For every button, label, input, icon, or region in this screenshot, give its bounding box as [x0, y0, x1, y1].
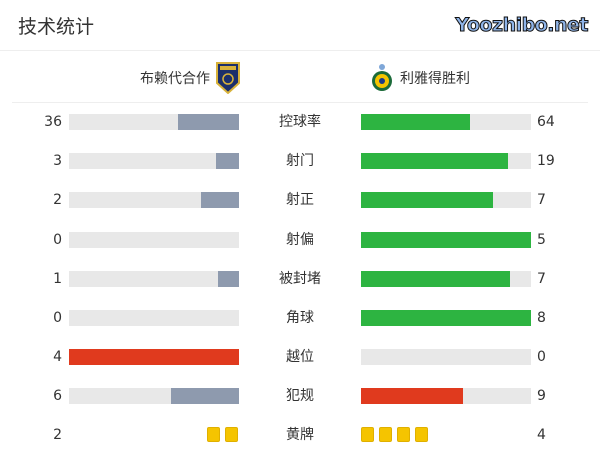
home-value: 2: [53, 192, 62, 209]
stat-label: 黄牌: [286, 427, 314, 443]
home-bar-fill: [201, 192, 239, 209]
home-value: 1: [53, 270, 62, 287]
home-bar-fill: [217, 270, 239, 287]
away-bar: [361, 388, 531, 405]
stat-row: 4 越位 0: [0, 347, 600, 367]
away-bar: [361, 231, 531, 248]
home-team: 布赖代合作: [140, 62, 240, 94]
away-bar: [361, 114, 531, 130]
stat-row: 0 射偏 5: [0, 230, 600, 250]
home-team-logo-icon: [216, 62, 240, 94]
stat-label: 控球率: [279, 114, 321, 130]
stat-label: 射门: [286, 153, 314, 170]
home-bar: [69, 192, 239, 209]
stat-label: 射偏: [286, 231, 314, 248]
yellow-card-icon: [207, 427, 220, 442]
home-bar: [69, 270, 239, 287]
yellow-card-icon: [225, 427, 238, 442]
away-value: 7: [537, 192, 546, 209]
divider: [0, 50, 600, 51]
home-bar: [69, 310, 239, 326]
away-bar: [361, 270, 531, 287]
away-bar-fill: [361, 310, 531, 326]
home-value: 3: [53, 153, 62, 170]
home-bar: [69, 388, 239, 405]
stat-row-yellow-cards: 2 黄牌 4: [0, 425, 600, 445]
home-bar: [69, 349, 239, 366]
stat-label: 犯规: [286, 388, 314, 405]
away-value: 0: [537, 349, 546, 366]
home-bar: [69, 114, 239, 130]
yellow-card-icon: [397, 427, 410, 442]
stat-label: 射正: [286, 192, 314, 209]
home-bar-fill: [69, 349, 239, 366]
home-bar-fill: [215, 153, 239, 170]
away-team: 利雅得胜利: [370, 62, 470, 94]
yellow-card-icon: [415, 427, 428, 442]
home-bar-fill: [171, 388, 239, 405]
home-yellow-cards: [207, 427, 238, 442]
yellow-card-icon: [361, 427, 374, 442]
away-yellow-cards: [361, 427, 428, 442]
home-bar: [69, 153, 239, 170]
away-bar: [361, 349, 531, 366]
away-value: 4: [537, 427, 546, 443]
stat-row: 2 射正 7: [0, 190, 600, 210]
stat-row: 3 射门 19: [0, 151, 600, 171]
away-bar-fill: [361, 192, 494, 209]
away-bar-fill: [361, 270, 510, 287]
stat-row: 1 被封堵 7: [0, 269, 600, 289]
away-value: 9: [537, 388, 546, 405]
page-title: 技术统计: [18, 16, 95, 38]
yellow-card-icon: [379, 427, 392, 442]
away-team-logo-icon: [372, 64, 392, 91]
home-team-name: 布赖代合作: [140, 71, 210, 87]
away-bar-fill: [361, 388, 463, 405]
away-bar-fill: [361, 153, 508, 170]
away-team-name: 利雅得胜利: [400, 71, 470, 87]
stat-row: 0 角球 8: [0, 308, 600, 328]
home-value: 0: [53, 231, 62, 248]
home-bar: [69, 231, 239, 248]
home-value: 36: [44, 114, 62, 130]
stat-row: 6 犯规 9: [0, 386, 600, 406]
home-value: 0: [53, 310, 62, 326]
stat-label: 越位: [286, 349, 314, 366]
home-value: 4: [53, 349, 62, 366]
watermark: Yoozhibo.net: [455, 14, 589, 37]
home-bar-fill: [177, 114, 239, 130]
away-bar: [361, 153, 531, 170]
stat-label: 角球: [286, 310, 314, 326]
away-value: 5: [537, 231, 546, 248]
away-bar: [361, 310, 531, 326]
stat-row: 36 控球率 64: [0, 112, 600, 132]
away-value: 64: [537, 114, 555, 130]
home-value: 6: [53, 388, 62, 405]
away-value: 19: [537, 153, 555, 170]
home-value: 2: [53, 427, 62, 443]
divider: [12, 102, 588, 103]
stat-label: 被封堵: [279, 270, 321, 287]
away-value: 7: [537, 270, 546, 287]
away-bar-fill: [361, 231, 531, 248]
away-bar: [361, 192, 531, 209]
away-bar-fill: [361, 114, 470, 130]
away-value: 8: [537, 310, 546, 326]
